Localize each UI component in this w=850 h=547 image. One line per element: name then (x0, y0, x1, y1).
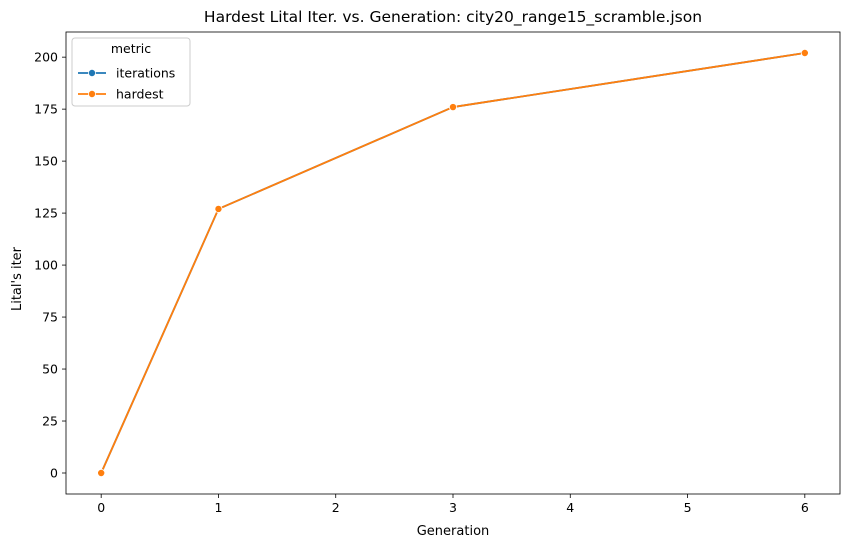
y-tick-label: 125 (34, 206, 58, 221)
legend-label-hardest: hardest (116, 87, 164, 102)
legend-marker-iterations (88, 69, 97, 78)
x-tick-label: 2 (332, 500, 340, 515)
legend-box (71, 37, 191, 107)
series-line-hardest (100, 52, 805, 474)
plot-area: 0 1 2 3 4 5 6 0 25 50 75 100 125 150 175 200 (34, 31, 841, 515)
x-tick-label: 0 (97, 500, 105, 515)
data-point-hardest (214, 204, 223, 213)
legend-title: metric (111, 41, 151, 56)
x-tick-label: 6 (801, 500, 809, 515)
y-tick-label: 50 (42, 362, 58, 377)
data-point-hardest (448, 103, 457, 112)
x-tick-label: 5 (684, 500, 692, 515)
x-tick-label: 3 (449, 500, 457, 515)
legend-marker-hardest (88, 90, 97, 99)
y-tick-label: 0 (50, 466, 58, 481)
legend-label-iterations: iterations (116, 66, 175, 81)
y-tick-label: 25 (42, 414, 58, 429)
x-axis-label: Generation (417, 524, 490, 539)
series-line-iterations (100, 52, 805, 474)
legend: metric iterations hardest (71, 37, 191, 107)
y-tick-label: 175 (34, 102, 58, 117)
x-tick-label: 4 (566, 500, 574, 515)
data-point-hardest (97, 468, 106, 477)
y-tick-label: 150 (34, 154, 58, 169)
chart-title: Hardest Lital Iter. vs. Generation: city… (204, 8, 702, 27)
y-tick-label: 100 (34, 258, 58, 273)
y-axis-label: Lital's iter (10, 246, 25, 311)
data-point-hardest (800, 49, 809, 58)
y-tick-label: 75 (42, 310, 58, 325)
y-tick-label: 200 (34, 50, 58, 65)
x-tick-label: 1 (214, 500, 222, 515)
